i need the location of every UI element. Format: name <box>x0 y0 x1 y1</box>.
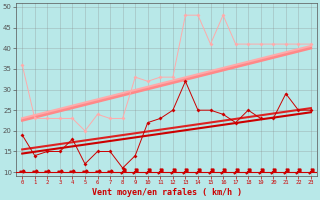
X-axis label: Vent moyen/en rafales ( km/h ): Vent moyen/en rafales ( km/h ) <box>92 188 242 197</box>
